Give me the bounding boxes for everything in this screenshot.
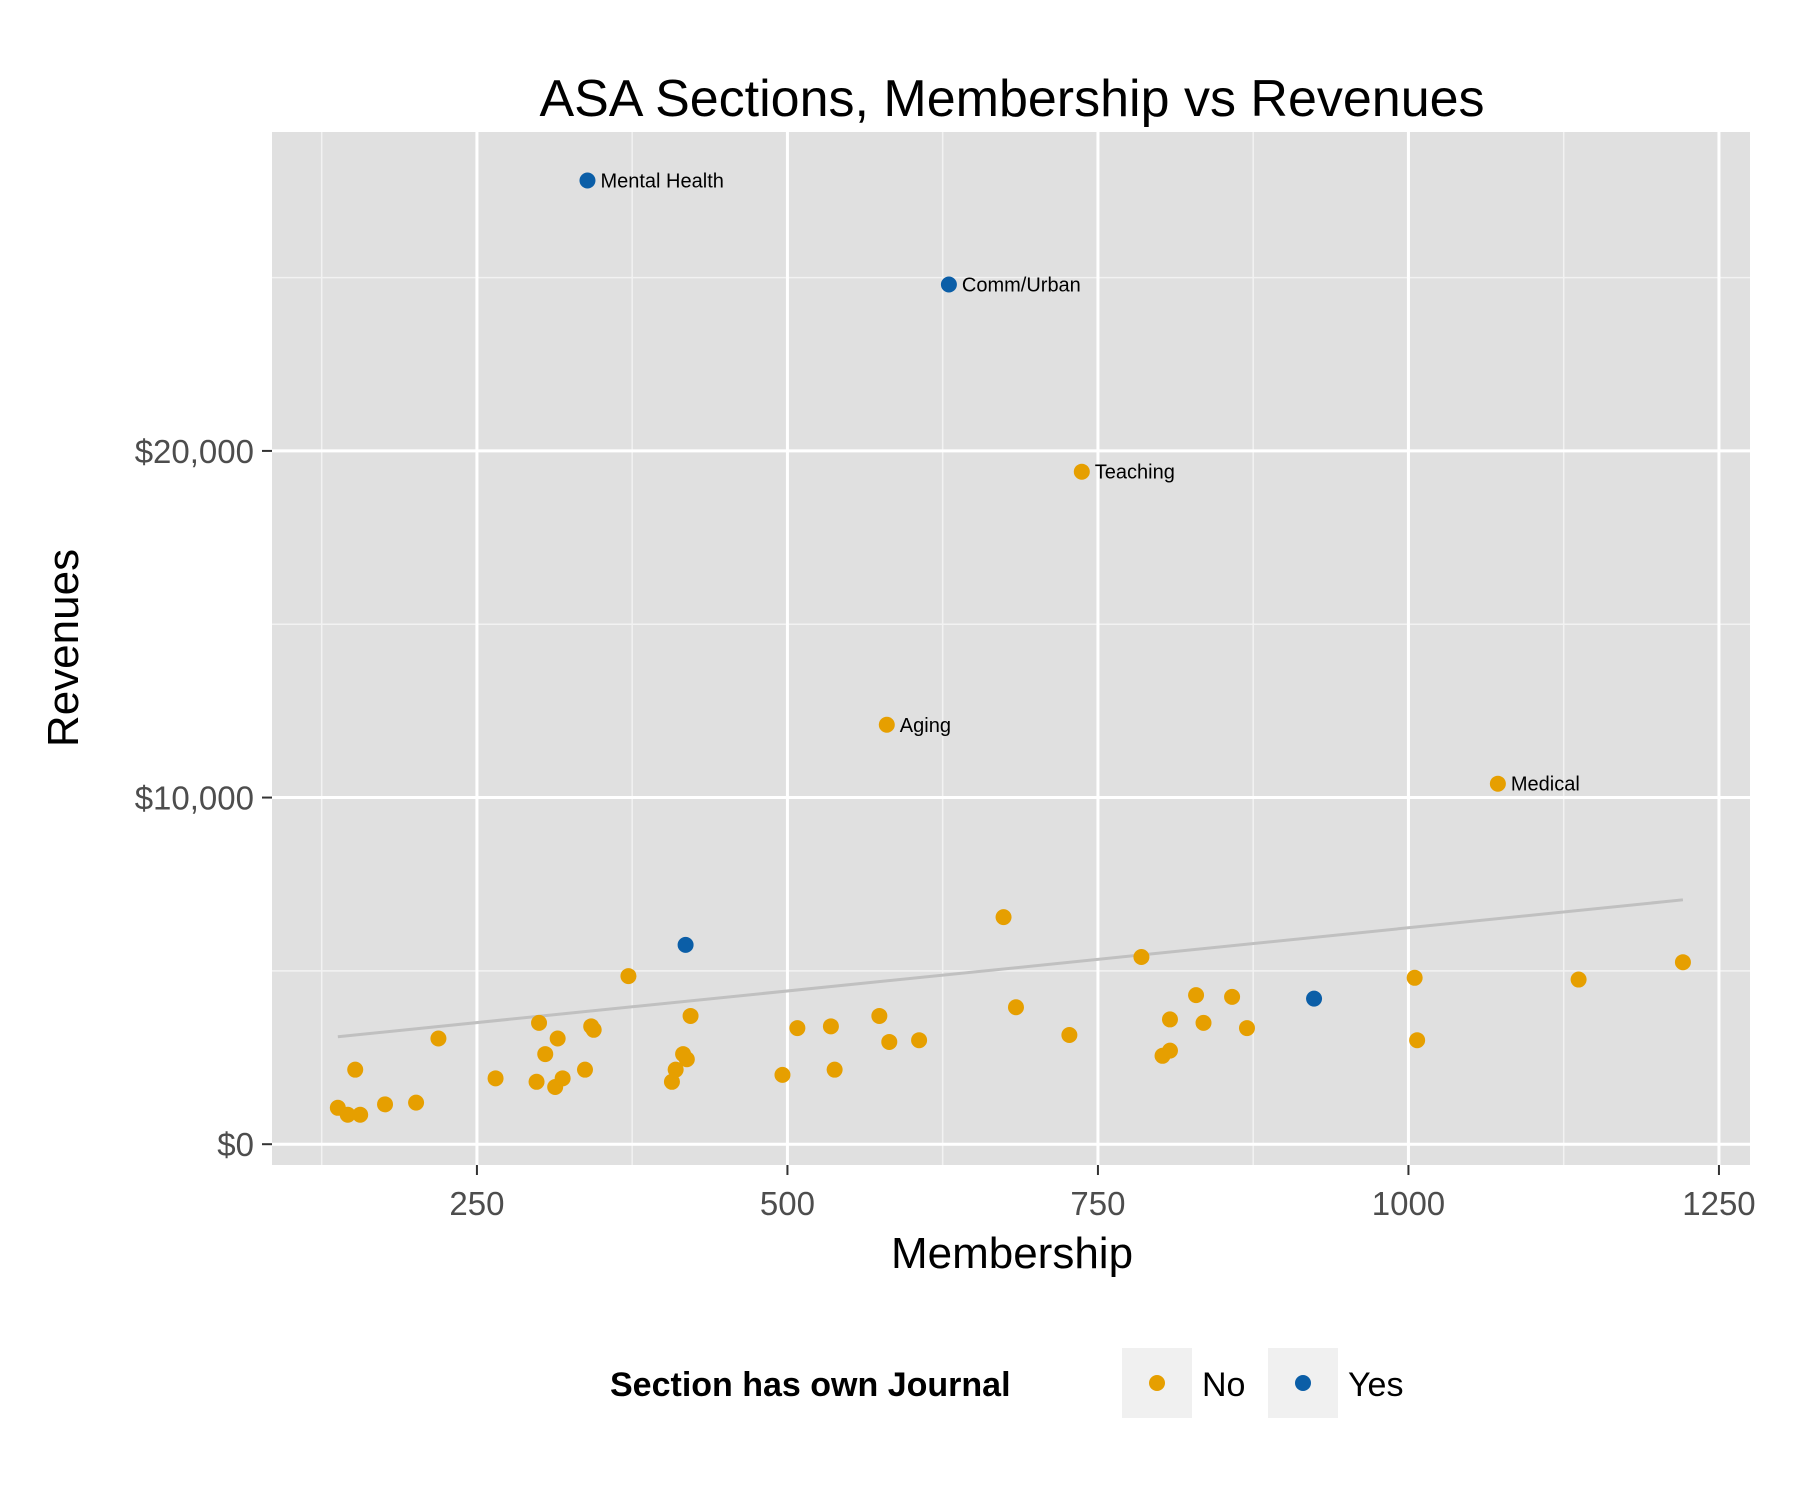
- point-label: Medical: [1511, 774, 1580, 796]
- legend-swatch-yes: [1295, 1375, 1311, 1391]
- data-point-no: [408, 1094, 425, 1111]
- data-point-no: [1409, 1032, 1426, 1049]
- data-point-no: [528, 1073, 545, 1090]
- point-label: Aging: [900, 715, 951, 737]
- data-point-no: [1570, 971, 1587, 988]
- data-point-yes: [1306, 990, 1323, 1007]
- data-point-no: [682, 1007, 699, 1024]
- data-point-no: [881, 1033, 898, 1050]
- y-tick-label: $10,000: [135, 780, 254, 817]
- point-label: Comm/Urban: [962, 275, 1081, 297]
- chart-title: ASA Sections, Membership vs Revenues: [539, 70, 1484, 128]
- data-point-no: [554, 1070, 571, 1087]
- data-point-no: [1188, 987, 1205, 1004]
- data-point-no: [678, 1051, 695, 1068]
- legend-swatch-no: [1149, 1375, 1165, 1391]
- point-label: Mental Health: [600, 171, 723, 193]
- data-point-no: [789, 1020, 806, 1037]
- data-point-no: [774, 1066, 791, 1083]
- data-point-no: [549, 1030, 566, 1047]
- legend: Section has own Journal No Yes: [610, 1348, 1403, 1418]
- data-point-no: [620, 968, 637, 985]
- data-point-no: [667, 1061, 684, 1078]
- data-point-no: [576, 1061, 593, 1078]
- data-point-no: [537, 1046, 554, 1063]
- data-point-no: [1224, 988, 1241, 1005]
- gridlines: [272, 132, 1750, 1165]
- y-tick-label: $0: [217, 1126, 254, 1163]
- data-point-no: [822, 1018, 839, 1035]
- data-point-no: [1161, 1011, 1178, 1028]
- data-point-no: [911, 1032, 928, 1049]
- data-point-no: [339, 1106, 356, 1123]
- trend-line: [337, 898, 1684, 1039]
- data-point-no: [1073, 463, 1090, 480]
- x-tick-label: 500: [760, 1185, 815, 1222]
- data-point-no: [663, 1073, 680, 1090]
- trend-line-group: [337, 898, 1684, 1039]
- legend-label-yes: Yes: [1348, 1366, 1403, 1404]
- data-point-no: [352, 1106, 369, 1123]
- data-point-yes: [579, 172, 596, 189]
- data-point-no: [1406, 969, 1423, 986]
- data-point-no: [1007, 999, 1024, 1016]
- x-tick-label: 1000: [1372, 1185, 1445, 1222]
- x-tick-label: 1250: [1682, 1185, 1755, 1222]
- axes: 250 500 750 1000 1250 $0 $10,000 $20,000: [135, 433, 1756, 1222]
- data-point-no: [1489, 775, 1506, 792]
- data-point-no: [995, 909, 1012, 926]
- plot-background: [272, 132, 1750, 1165]
- data-point-no: [1674, 954, 1691, 971]
- data-point-no: [377, 1096, 394, 1113]
- x-tick-label: 250: [449, 1185, 504, 1222]
- data-point-no: [531, 1014, 548, 1031]
- data-point-no: [1133, 949, 1150, 966]
- y-axis-title: Revenues: [39, 549, 88, 747]
- data-point-no: [1195, 1014, 1212, 1031]
- data-point-yes: [940, 276, 957, 293]
- data-point-no: [1061, 1027, 1078, 1044]
- data-points: Teaching Aging Medical Mental Health Comm/Ur…: [329, 171, 1691, 1123]
- legend-title: Section has own Journal: [610, 1366, 1011, 1404]
- x-tick-label: 750: [1070, 1185, 1125, 1222]
- x-axis-title: Membership: [891, 1229, 1133, 1278]
- data-point-no: [878, 716, 895, 733]
- data-point-no: [826, 1061, 843, 1078]
- data-point-no: [1161, 1042, 1178, 1059]
- data-point-yes: [677, 936, 694, 953]
- data-point-no: [430, 1030, 447, 1047]
- data-point-no: [347, 1061, 364, 1078]
- data-point-no: [871, 1007, 888, 1024]
- data-point-no: [1238, 1020, 1255, 1037]
- point-label: Teaching: [1095, 462, 1175, 484]
- data-point-no: [487, 1070, 504, 1087]
- legend-label-no: No: [1202, 1366, 1245, 1404]
- data-point-no: [585, 1021, 602, 1038]
- y-tick-label: $20,000: [135, 433, 254, 470]
